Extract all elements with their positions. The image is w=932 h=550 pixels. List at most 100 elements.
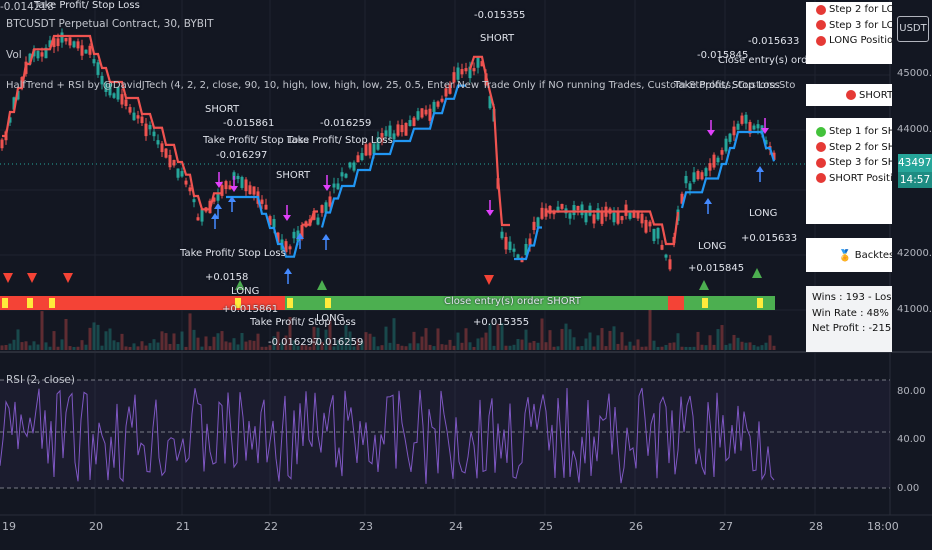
candle-body [236, 175, 240, 180]
candle-body [216, 192, 220, 201]
candle-body [88, 45, 92, 55]
candle-body [596, 208, 600, 220]
panel-row-label: Step 3 for LONG [829, 19, 892, 31]
volume-bar [228, 342, 232, 350]
candle-body [452, 72, 456, 83]
candle-body [56, 38, 60, 47]
volume-bar [592, 346, 596, 350]
volume-bar [356, 338, 360, 350]
volume-bar [340, 336, 344, 350]
volume-bar [556, 346, 560, 350]
candle-body [340, 172, 344, 177]
candle-body [760, 125, 764, 135]
volume-bar [308, 346, 312, 350]
volume-bar [756, 346, 760, 350]
candle-body [528, 238, 532, 247]
candle-body [360, 153, 364, 161]
volume-bar [128, 346, 132, 350]
rsi-line [0, 387, 775, 484]
candle-body [516, 254, 520, 259]
candle-body [364, 144, 368, 156]
volume-bar [520, 339, 524, 350]
volume-bar [420, 336, 424, 350]
candle-body [444, 88, 448, 97]
candle-body [80, 45, 84, 56]
candle-body [196, 217, 200, 221]
volume-bar [528, 342, 532, 350]
volume-bar [220, 331, 224, 350]
volume-bar [524, 329, 528, 350]
panel-row-label: LONG Position m [829, 35, 892, 47]
volume-legend[interactable]: Vol [6, 49, 22, 61]
volume-bar [368, 333, 372, 350]
candle-body [748, 121, 752, 134]
candle-body [392, 133, 396, 140]
volume-bar [136, 346, 140, 350]
candle-body [724, 138, 728, 152]
volume-bar [44, 342, 48, 350]
symbol-title[interactable]: BTCUSDT Perpetual Contract, 30, BYBIT [6, 18, 214, 30]
candle-body [320, 205, 324, 213]
rsi-legend[interactable]: RSI (2, close) [6, 374, 75, 386]
candle-body [532, 221, 536, 230]
candle-body [44, 47, 48, 59]
volume-bar [472, 346, 476, 350]
volume-bar [616, 343, 620, 350]
candle-body [52, 38, 56, 48]
candle-body [68, 37, 72, 46]
candle-body [60, 32, 64, 43]
time-tick: 18:00 [867, 520, 899, 533]
volume-bar [276, 331, 280, 350]
volume-bar [236, 344, 240, 350]
volume-bar [104, 331, 108, 350]
candle-body [740, 115, 744, 124]
volume-bar [668, 342, 672, 350]
volume-bar [268, 345, 272, 350]
volume-bar [600, 328, 604, 350]
volume-bar [696, 331, 700, 350]
signal-arrow-icon [283, 215, 291, 221]
volume-bar [544, 342, 548, 350]
candle-body [692, 172, 696, 182]
volume-bar [744, 342, 748, 350]
volume-bar [552, 346, 556, 350]
volume-bar [488, 323, 492, 350]
volume-bar [440, 344, 444, 350]
short-steps-panel: Step 1 for SHORT Step 2 for SHOR Step 3 … [806, 118, 892, 224]
volume-bar [256, 333, 260, 350]
volume-bar [532, 341, 536, 350]
rsi-band [0, 380, 890, 488]
trend-bar-marker [27, 298, 33, 308]
volume-bar [80, 340, 84, 350]
candle-body [228, 185, 232, 190]
volume-bar [648, 309, 652, 350]
price-tick: 45000.0 [897, 68, 932, 79]
volume-bar [196, 337, 200, 350]
volume-bar [76, 346, 80, 350]
volume-bar [608, 330, 612, 350]
volume-bar [492, 345, 496, 350]
currency-button[interactable]: USDT [897, 16, 929, 42]
time-tick: 28 [809, 520, 823, 533]
volume-bar [612, 326, 616, 350]
signal-arrow-icon [761, 128, 769, 134]
volume-bar [224, 341, 228, 350]
status-dot-icon [816, 20, 826, 31]
panel-row: Step 3 for SHOR [806, 155, 892, 171]
candle-body [224, 181, 228, 190]
volume-bar [312, 326, 316, 350]
volume-bar [272, 336, 276, 350]
candle-body [632, 210, 636, 218]
sell-triangle-icon [63, 273, 73, 283]
status-dot-icon [816, 126, 826, 137]
candle-body [704, 168, 708, 177]
indicator-legend[interactable]: HalfTrend + RSI by @DavidJTech (4, 2, 2,… [6, 80, 796, 91]
volume-bar [72, 346, 76, 350]
volume-bar [512, 344, 516, 350]
volume-bar [464, 328, 468, 350]
volume-bar [408, 343, 412, 350]
price-tick: 41000.0 [897, 304, 932, 315]
price-tick: 44000.0 [897, 124, 932, 135]
candle-body [8, 117, 12, 123]
